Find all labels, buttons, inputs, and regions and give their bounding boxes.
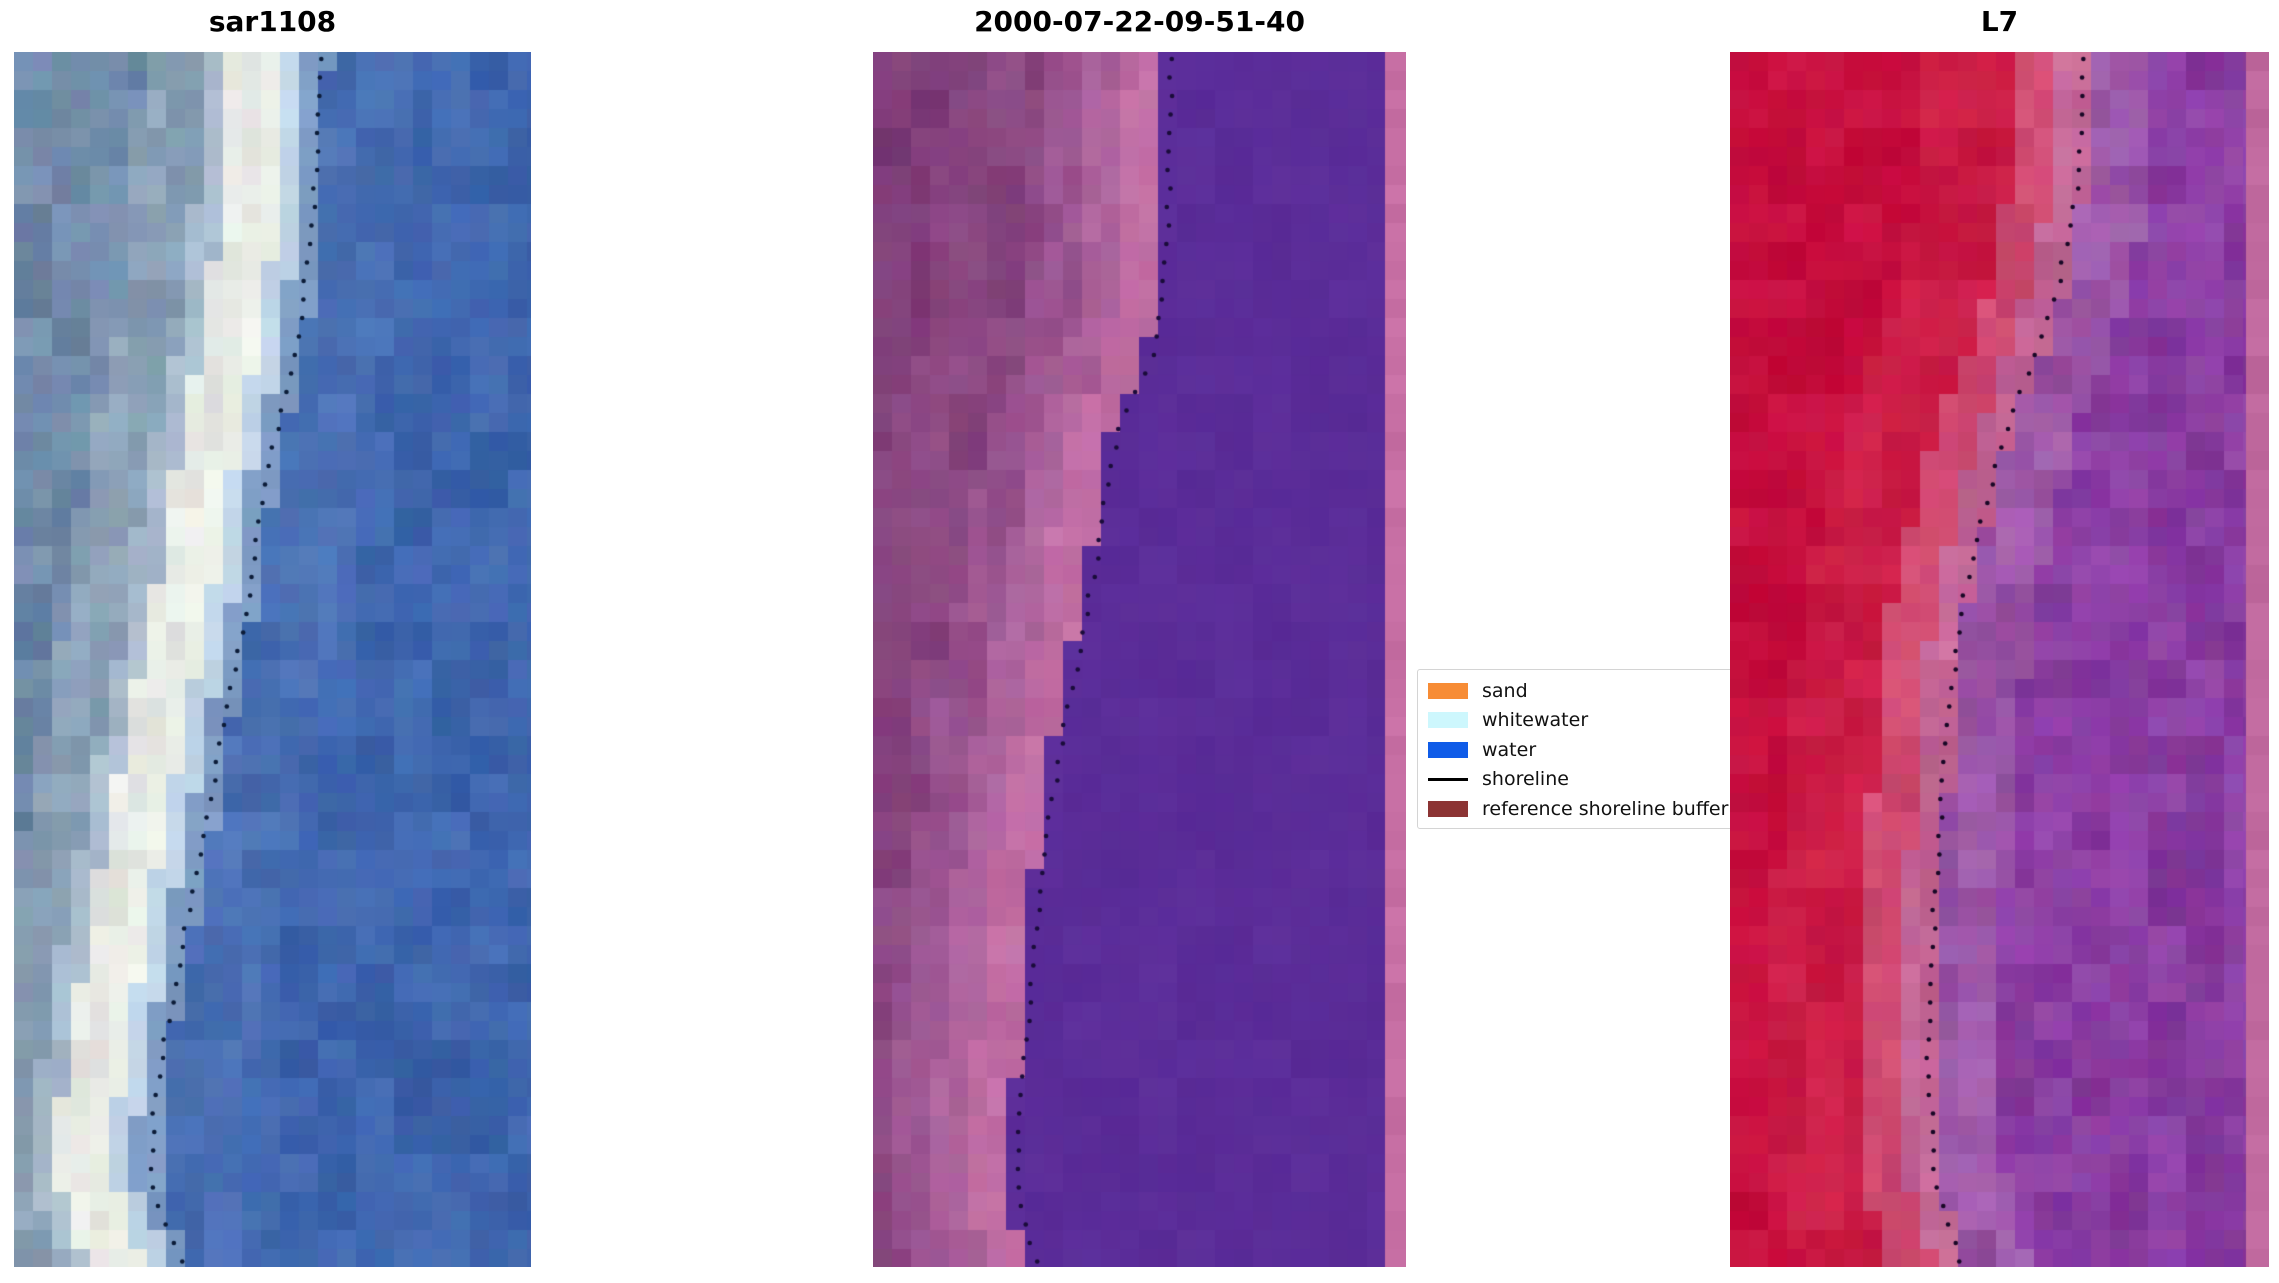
legend-item: reference shoreline buffer xyxy=(1428,794,1772,824)
legend-item: water xyxy=(1428,735,1772,765)
panel-sar1108: sar1108 xyxy=(14,5,531,1267)
legend-label: reference shoreline buffer xyxy=(1482,797,1729,820)
legend-line-swatch xyxy=(1428,778,1468,781)
legend-color-swatch xyxy=(1428,712,1468,729)
panel-l7: L7 xyxy=(1730,5,2269,1267)
panel-title-classified: 2000-07-22-09-51-40 xyxy=(974,5,1305,38)
panel-classified: 2000-07-22-09-51-40 xyxy=(873,5,1406,1267)
legend-item: whitewater xyxy=(1428,706,1772,736)
legend-item: sand xyxy=(1428,676,1772,706)
legend-label: whitewater xyxy=(1482,709,1589,732)
legend-color-swatch xyxy=(1428,682,1468,699)
legend-label: sand xyxy=(1482,679,1528,702)
legend-label: shoreline xyxy=(1482,768,1569,791)
legend-item: shoreline xyxy=(1428,765,1772,795)
panel-title-sar1108: sar1108 xyxy=(208,5,337,38)
legend-color-swatch xyxy=(1428,800,1468,817)
l7-image xyxy=(1730,52,2269,1267)
legend: sand whitewater water shoreline reference sh… xyxy=(1417,669,1773,829)
panel-title-l7: L7 xyxy=(1980,5,2019,38)
classified-image xyxy=(873,52,1406,1267)
legend-label: water xyxy=(1482,738,1537,761)
legend-items: sand whitewater water shoreline reference sh… xyxy=(1428,676,1772,824)
legend-color-swatch xyxy=(1428,741,1468,758)
sar1108-image xyxy=(14,52,531,1267)
